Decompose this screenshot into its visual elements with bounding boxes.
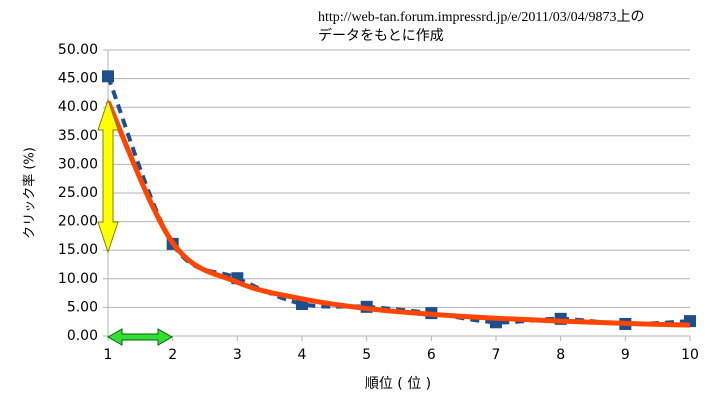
- plot-area: 0.00 5.00 10.00 15.00 20.00 25.00 30.00 35.00 40…: [58, 42, 699, 363]
- y-tick-label: 20.00: [58, 214, 98, 230]
- annotation-arrows: [97, 98, 174, 346]
- x-tick-label: 10: [681, 347, 699, 363]
- x-tick-label: 9: [621, 347, 630, 363]
- y-tick-label: 0.00: [67, 328, 98, 344]
- horizontal-arrow: [106, 328, 174, 346]
- x-tick-label: 1: [104, 347, 113, 363]
- vertical-arrow: [97, 98, 119, 254]
- series-line: [105, 100, 691, 328]
- x-tick-label: 8: [556, 347, 565, 363]
- data-point: [102, 70, 114, 83]
- y-tick-label: 45.00: [58, 71, 98, 87]
- y-tick-label: 40.00: [58, 99, 98, 115]
- y-tick-label: 35.00: [58, 128, 98, 144]
- x-tick-label: 5: [362, 347, 371, 363]
- x-tick-label: 4: [298, 347, 307, 363]
- y-tick-label: 10.00: [58, 271, 98, 287]
- y-tick-label: 5.00: [67, 299, 98, 315]
- x-tick-label: 3: [233, 347, 242, 363]
- x-tick-label: 6: [427, 347, 436, 363]
- y-tick-label: 15.00: [58, 242, 98, 258]
- annotation: データをもとに作成: [318, 27, 444, 44]
- y-tick-label: 25.00: [58, 185, 98, 201]
- y-tick-label: 50.00: [58, 42, 98, 58]
- y-axis-label: クリック率 (%): [22, 147, 38, 239]
- x-axis-label: 順位 ( 位 ): [365, 376, 431, 392]
- x-tick-label: 7: [492, 347, 501, 363]
- series-line: [106, 75, 691, 327]
- annotation: http://web-tan.forum.impressrd.jp/e/2011…: [318, 9, 645, 25]
- x-tick-label: 2: [168, 347, 177, 363]
- y-tick-label: 30.00: [58, 156, 98, 172]
